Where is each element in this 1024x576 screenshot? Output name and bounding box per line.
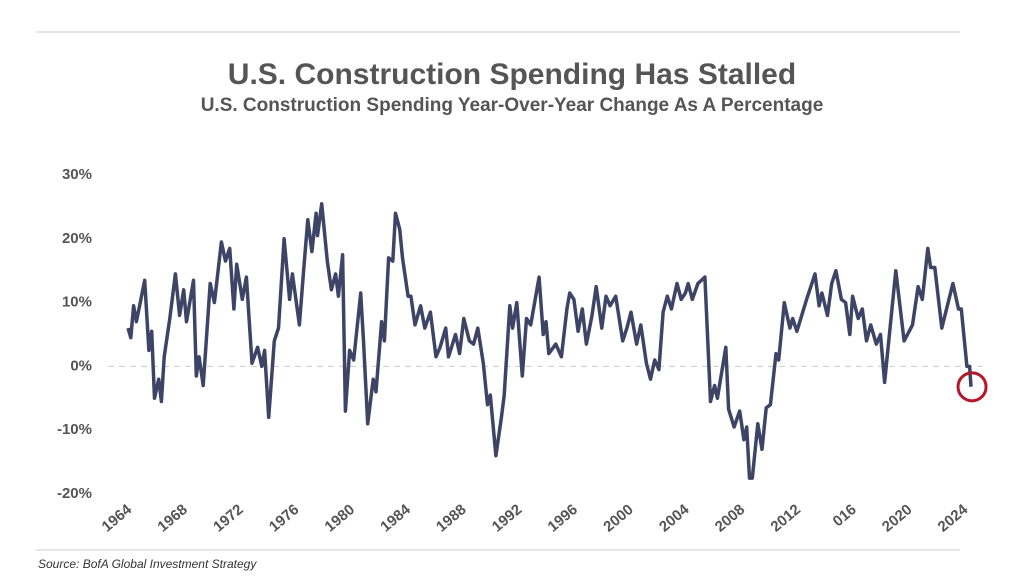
x-tick-label: 1972 — [210, 501, 246, 535]
y-tick-label: 20% — [62, 230, 92, 247]
highlight-circle — [956, 371, 988, 403]
y-tick-label: -20% — [57, 485, 92, 502]
y-tick-label: -10% — [57, 421, 92, 438]
x-tick-label: 1996 — [545, 501, 581, 535]
x-tick-label: 2012 — [767, 501, 803, 535]
x-tick-label: 016 — [830, 501, 860, 530]
x-tick-label: 2008 — [712, 501, 748, 535]
y-tick-label: 0% — [70, 357, 92, 374]
chart-title: U.S. Construction Spending Has Stalled — [228, 58, 796, 91]
x-tick-label: 1992 — [489, 501, 525, 535]
x-tick-label: 2024 — [935, 501, 972, 536]
y-tick-label: 10% — [62, 294, 92, 311]
chart-subtitle: U.S. Construction Spending Year-Over-Yea… — [201, 95, 824, 116]
x-tick-label: 1976 — [266, 501, 302, 535]
x-tick-label: 1968 — [154, 501, 190, 535]
source-note: Source: BofA Global Investment Strategy — [38, 557, 257, 571]
x-tick-label: 1980 — [322, 501, 358, 535]
x-tick-label: 1964 — [99, 501, 136, 536]
y-tick-label: 30% — [62, 166, 92, 183]
x-tick-label: 1984 — [377, 501, 414, 536]
x-tick-label: 2000 — [600, 501, 636, 535]
data-line — [126, 201, 973, 480]
x-tick-label: 1988 — [433, 501, 469, 535]
x-tick-label: 2004 — [656, 501, 693, 536]
x-tick-label: 2020 — [879, 501, 915, 535]
